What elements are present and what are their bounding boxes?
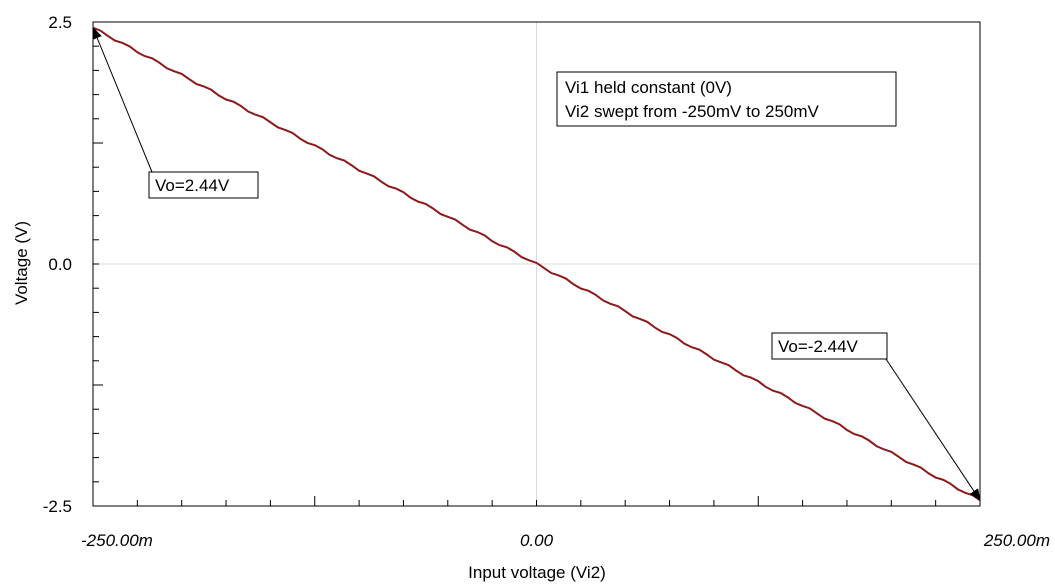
plot-frame bbox=[92, 21, 981, 507]
x-axis-title: Input voltage (Vi2) bbox=[468, 563, 606, 582]
annotation-label: Vo=-2.44V bbox=[778, 337, 859, 356]
minor-ticks bbox=[93, 45, 937, 506]
info-box-line-2: Vi2 swept from -250mV to 250mV bbox=[565, 102, 820, 121]
annotation-box bbox=[771, 332, 888, 360]
info-box-frame bbox=[556, 71, 897, 127]
x-tick-label: -250.00m bbox=[81, 531, 153, 550]
info-box: Vi1 held constant (0V) Vi2 swept from -2… bbox=[556, 71, 897, 127]
y-axis-title: Voltage (V) bbox=[12, 221, 31, 305]
x-tick-label: 0.00 bbox=[520, 531, 554, 550]
info-box-line-1: Vi1 held constant (0V) bbox=[565, 78, 732, 97]
y-tick-label: -2.5 bbox=[43, 497, 72, 516]
x-tick-label: 250.00m bbox=[983, 531, 1050, 550]
y-tick-label: 2.5 bbox=[48, 13, 72, 32]
tick-labels: -250.00m 0.00 250.00m 2.5 0.0 -2.5 bbox=[43, 13, 1050, 550]
annotation-label: Vo=2.44V bbox=[155, 176, 230, 195]
series bbox=[92, 26, 981, 502]
annotations: Vo=2.44V Vo=-2.44V bbox=[92, 26, 981, 502]
series-line bbox=[92, 26, 981, 502]
annotation-arrow bbox=[92, 26, 153, 173]
annotation-box bbox=[148, 171, 259, 199]
annotation-arrow bbox=[885, 358, 981, 502]
y-tick-label: 0.0 bbox=[48, 255, 72, 274]
